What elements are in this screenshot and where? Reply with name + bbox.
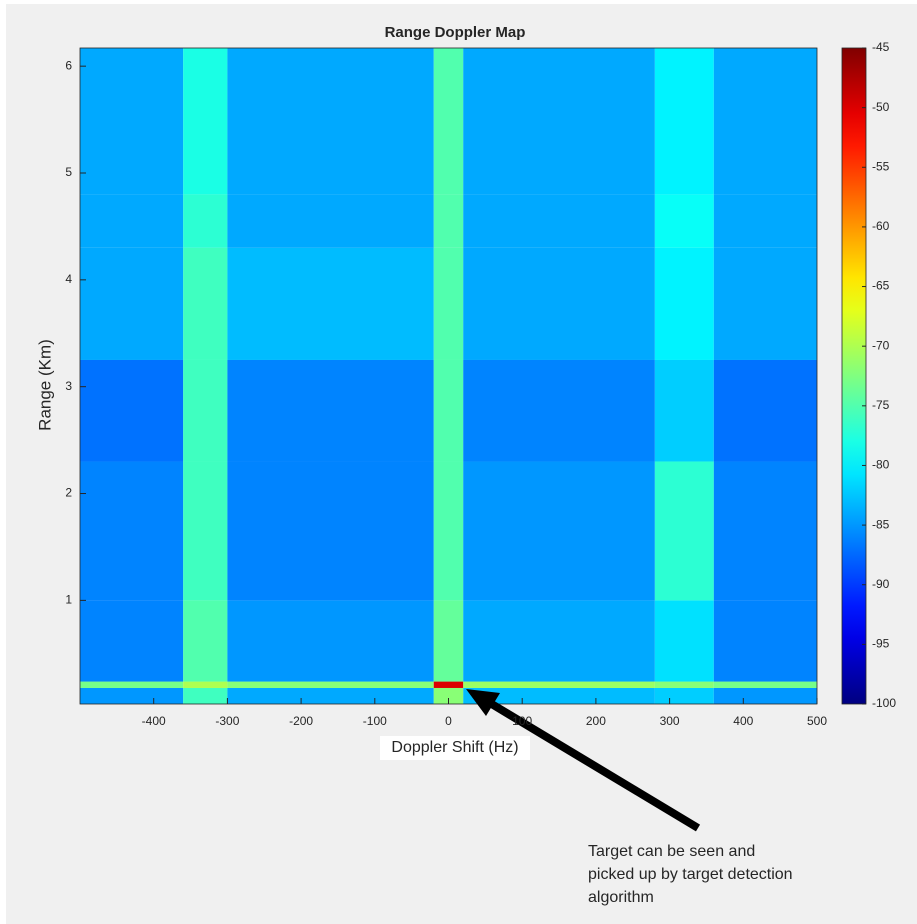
heatmap-cell bbox=[654, 600, 714, 682]
heatmap-cell bbox=[433, 194, 464, 248]
heatmap-cell bbox=[227, 247, 434, 360]
heatmap-cell bbox=[654, 48, 714, 195]
y-tick-label: 3 bbox=[65, 379, 72, 393]
heatmap-cell bbox=[227, 48, 434, 195]
x-tick-label: 0 bbox=[445, 714, 452, 728]
x-tick-label: -100 bbox=[363, 714, 387, 728]
colorbar-tick-label: -45 bbox=[872, 40, 890, 54]
annotation-line: algorithm bbox=[588, 889, 654, 906]
heatmap-cell bbox=[227, 600, 434, 682]
heatmap-cell bbox=[713, 687, 817, 704]
heatmap-cell bbox=[654, 687, 714, 704]
heatmap-cell bbox=[463, 681, 655, 688]
heatmap-cell bbox=[183, 687, 228, 704]
x-tick-label: -200 bbox=[289, 714, 313, 728]
colorbar-tick-label: -50 bbox=[872, 100, 890, 114]
x-tick-label: 400 bbox=[733, 714, 753, 728]
colorbar-tick-label: -85 bbox=[872, 517, 890, 531]
heatmap-cell bbox=[227, 461, 434, 601]
y-axis-label: Range (Km) bbox=[35, 339, 54, 431]
chart-title: Range Doppler Map bbox=[385, 24, 526, 41]
heatmap-cell bbox=[463, 359, 655, 462]
heatmap-cell bbox=[80, 461, 184, 601]
heatmap-cell bbox=[183, 359, 228, 462]
heatmap-cell bbox=[183, 600, 228, 682]
heatmap-cell bbox=[463, 687, 655, 704]
colorbar-tick-label: -55 bbox=[872, 159, 890, 173]
heatmap-cell bbox=[227, 687, 434, 704]
heatmap-cell bbox=[713, 247, 817, 360]
heatmap-cell bbox=[463, 247, 655, 360]
heatmap-cell bbox=[433, 687, 464, 704]
colorbar-tick-label: -65 bbox=[872, 279, 890, 293]
heatmap-cell bbox=[80, 600, 184, 682]
heatmap-cell bbox=[80, 687, 184, 704]
heatmap-cell bbox=[433, 600, 464, 682]
heatmap-cell bbox=[183, 194, 228, 248]
heatmap-cell bbox=[713, 194, 817, 248]
heatmap-cell bbox=[227, 681, 434, 688]
heatmap-cell bbox=[654, 194, 714, 248]
y-tick-label: 2 bbox=[65, 486, 72, 500]
heatmap-cell bbox=[80, 247, 184, 360]
heatmap-cell bbox=[80, 681, 184, 688]
colorbar-tick-label: -75 bbox=[872, 398, 890, 412]
y-tick-label: 1 bbox=[65, 593, 72, 607]
heatmap-cell bbox=[80, 359, 184, 462]
heatmap-cell bbox=[654, 359, 714, 462]
heatmap-cell bbox=[654, 461, 714, 601]
heatmap-cell bbox=[433, 461, 464, 601]
annotation-line: Target can be seen and bbox=[588, 843, 755, 860]
heatmap-cell bbox=[183, 247, 228, 360]
x-axis-label: Doppler Shift (Hz) bbox=[391, 739, 518, 756]
heatmap-cell bbox=[183, 48, 228, 195]
colorbar-tick-label: -100 bbox=[872, 696, 896, 710]
x-label-box bbox=[380, 736, 530, 760]
heatmap-cell bbox=[227, 194, 434, 248]
heatmap-cell bbox=[433, 48, 464, 195]
colorbar-tick-label: -95 bbox=[872, 637, 890, 651]
colorbar-tick-label: -80 bbox=[872, 458, 890, 472]
heatmap-cell bbox=[713, 600, 817, 682]
heatmap-cell bbox=[183, 461, 228, 601]
heatmap bbox=[80, 48, 817, 704]
x-tick-label: -400 bbox=[142, 714, 166, 728]
x-tick-label: 200 bbox=[586, 714, 606, 728]
x-tick-label: -300 bbox=[215, 714, 239, 728]
heatmap-cell bbox=[433, 359, 464, 462]
annotation: Target can be seen and picked up by targe… bbox=[588, 843, 793, 906]
heatmap-cell bbox=[713, 48, 817, 195]
heatmap-cell bbox=[463, 600, 655, 682]
heatmap-cell bbox=[713, 359, 817, 462]
colorbar-tick-label: -70 bbox=[872, 338, 890, 352]
heatmap-cell bbox=[463, 194, 655, 248]
heatmap-cell bbox=[463, 461, 655, 601]
colorbar bbox=[841, 47, 867, 705]
arrow bbox=[466, 689, 701, 832]
y-tick-label: 6 bbox=[65, 58, 72, 72]
x-tick-label: 100 bbox=[512, 714, 532, 728]
heatmap-cell bbox=[80, 48, 184, 195]
annotation-line: picked up by target detection bbox=[588, 866, 793, 883]
heatmap-cell bbox=[183, 681, 228, 688]
heatmap-cell bbox=[80, 194, 184, 248]
y-tick-label: 4 bbox=[65, 272, 72, 286]
x-tick-label: 500 bbox=[807, 714, 827, 728]
colorbar-tick-label: -60 bbox=[872, 219, 890, 233]
x-tick-label: 300 bbox=[660, 714, 680, 728]
colorbar-tick-label: -90 bbox=[872, 577, 890, 591]
heatmap-cell bbox=[433, 681, 464, 688]
heatmap-cell bbox=[433, 247, 464, 360]
y-tick-label: 5 bbox=[65, 165, 72, 179]
heatmap-cell bbox=[463, 48, 655, 195]
heatmap-cell bbox=[713, 681, 817, 688]
heatmap-cell bbox=[713, 461, 817, 601]
heatmap-cell bbox=[227, 359, 434, 462]
heatmap-cell bbox=[654, 247, 714, 360]
heatmap-cell bbox=[654, 681, 714, 688]
